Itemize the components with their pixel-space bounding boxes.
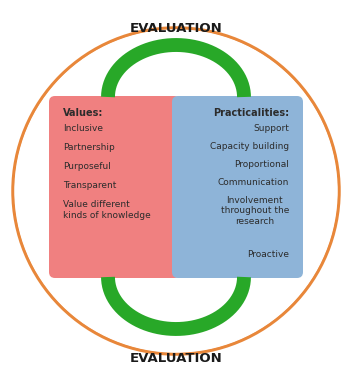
- Circle shape: [15, 30, 337, 352]
- Text: Transparent: Transparent: [63, 181, 117, 190]
- Text: Support: Support: [253, 124, 289, 133]
- Text: EVALUATION: EVALUATION: [130, 21, 222, 34]
- Text: Involvement
throughout the
research: Involvement throughout the research: [221, 196, 289, 226]
- Text: Communication: Communication: [218, 178, 289, 187]
- Text: Partnership: Partnership: [63, 143, 115, 152]
- Text: EVALUATION: EVALUATION: [130, 351, 222, 364]
- FancyBboxPatch shape: [49, 96, 180, 278]
- Text: Inclusive: Inclusive: [63, 124, 103, 133]
- Text: Capacity building: Capacity building: [210, 142, 289, 151]
- Text: Value different
kinds of knowledge: Value different kinds of knowledge: [63, 200, 151, 220]
- Text: Values:: Values:: [63, 108, 103, 118]
- FancyBboxPatch shape: [172, 96, 303, 278]
- Text: Proportional: Proportional: [234, 160, 289, 169]
- Text: Practicalities:: Practicalities:: [213, 108, 289, 118]
- Text: Purposeful: Purposeful: [63, 162, 111, 171]
- Text: Proactive: Proactive: [247, 250, 289, 259]
